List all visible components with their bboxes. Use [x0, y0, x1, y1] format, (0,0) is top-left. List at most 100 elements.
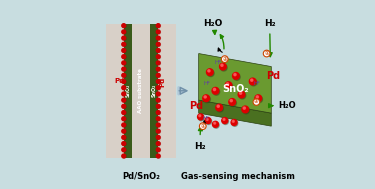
Circle shape	[156, 136, 160, 139]
Circle shape	[255, 95, 262, 101]
Polygon shape	[199, 53, 271, 113]
Circle shape	[207, 69, 213, 75]
Circle shape	[256, 96, 262, 103]
Circle shape	[122, 111, 126, 115]
Circle shape	[156, 123, 160, 127]
Circle shape	[122, 92, 126, 96]
Circle shape	[240, 92, 242, 94]
Circle shape	[204, 96, 206, 98]
Circle shape	[221, 56, 228, 63]
Text: Pd: Pd	[267, 71, 280, 81]
Circle shape	[225, 82, 232, 88]
Circle shape	[230, 100, 232, 102]
Circle shape	[156, 67, 160, 71]
Circle shape	[213, 88, 216, 91]
Circle shape	[122, 142, 126, 145]
Circle shape	[221, 64, 223, 66]
Circle shape	[157, 49, 160, 53]
Circle shape	[122, 67, 126, 71]
Circle shape	[232, 120, 238, 126]
Circle shape	[122, 130, 126, 133]
Circle shape	[256, 96, 258, 98]
Circle shape	[238, 91, 245, 98]
Circle shape	[122, 73, 126, 77]
Circle shape	[122, 117, 126, 121]
Text: H₂: H₂	[264, 19, 276, 28]
Circle shape	[156, 92, 160, 96]
Circle shape	[204, 96, 210, 103]
Circle shape	[157, 36, 160, 40]
Circle shape	[213, 88, 220, 95]
Circle shape	[230, 100, 237, 106]
Circle shape	[122, 111, 126, 114]
Text: Gas-sensing mechanism: Gas-sensing mechanism	[181, 172, 295, 181]
Circle shape	[242, 106, 249, 113]
Circle shape	[122, 99, 126, 102]
Circle shape	[156, 154, 160, 158]
Circle shape	[213, 121, 218, 127]
Circle shape	[157, 86, 160, 90]
Circle shape	[157, 80, 160, 84]
Text: ①: ①	[264, 51, 269, 56]
Circle shape	[122, 86, 126, 90]
Circle shape	[199, 115, 201, 117]
Circle shape	[122, 36, 126, 40]
Circle shape	[157, 148, 160, 152]
Circle shape	[205, 118, 211, 124]
Text: Pd: Pd	[189, 101, 203, 111]
Circle shape	[122, 24, 126, 27]
Circle shape	[122, 61, 126, 65]
Circle shape	[122, 136, 126, 139]
Circle shape	[157, 111, 160, 115]
Circle shape	[217, 105, 219, 107]
Circle shape	[198, 114, 204, 120]
Circle shape	[122, 61, 126, 65]
Circle shape	[232, 73, 239, 79]
Circle shape	[122, 148, 126, 152]
Circle shape	[122, 129, 126, 133]
Circle shape	[156, 36, 160, 40]
Circle shape	[156, 105, 160, 108]
Circle shape	[214, 122, 216, 124]
Circle shape	[156, 98, 160, 102]
Circle shape	[122, 80, 126, 83]
Circle shape	[156, 42, 160, 46]
Circle shape	[231, 119, 237, 125]
Circle shape	[216, 104, 222, 111]
Circle shape	[122, 74, 126, 77]
Circle shape	[122, 92, 126, 96]
Circle shape	[122, 105, 126, 108]
Circle shape	[122, 30, 126, 34]
Circle shape	[157, 55, 160, 59]
Circle shape	[249, 78, 256, 85]
Circle shape	[250, 79, 257, 86]
FancyBboxPatch shape	[105, 24, 176, 158]
Circle shape	[239, 92, 246, 99]
Circle shape	[157, 154, 160, 158]
Circle shape	[156, 73, 160, 77]
Circle shape	[234, 74, 240, 80]
Circle shape	[122, 123, 126, 127]
Text: SnO₂: SnO₂	[125, 84, 130, 97]
Circle shape	[243, 107, 245, 109]
Circle shape	[156, 24, 160, 27]
Text: AAO substrate: AAO substrate	[138, 68, 144, 113]
Circle shape	[157, 123, 160, 127]
Circle shape	[122, 154, 126, 158]
Circle shape	[203, 95, 210, 101]
Circle shape	[122, 49, 126, 53]
Text: ①: ①	[201, 124, 205, 129]
Circle shape	[234, 74, 236, 76]
Circle shape	[232, 120, 234, 122]
Circle shape	[229, 99, 236, 105]
Circle shape	[219, 63, 226, 70]
Circle shape	[157, 99, 160, 102]
Circle shape	[122, 142, 126, 146]
Circle shape	[253, 99, 260, 105]
Circle shape	[222, 118, 228, 124]
Circle shape	[213, 122, 219, 128]
Circle shape	[157, 43, 160, 46]
Circle shape	[226, 83, 229, 85]
Text: SnO₂: SnO₂	[223, 84, 249, 94]
Circle shape	[122, 148, 126, 152]
